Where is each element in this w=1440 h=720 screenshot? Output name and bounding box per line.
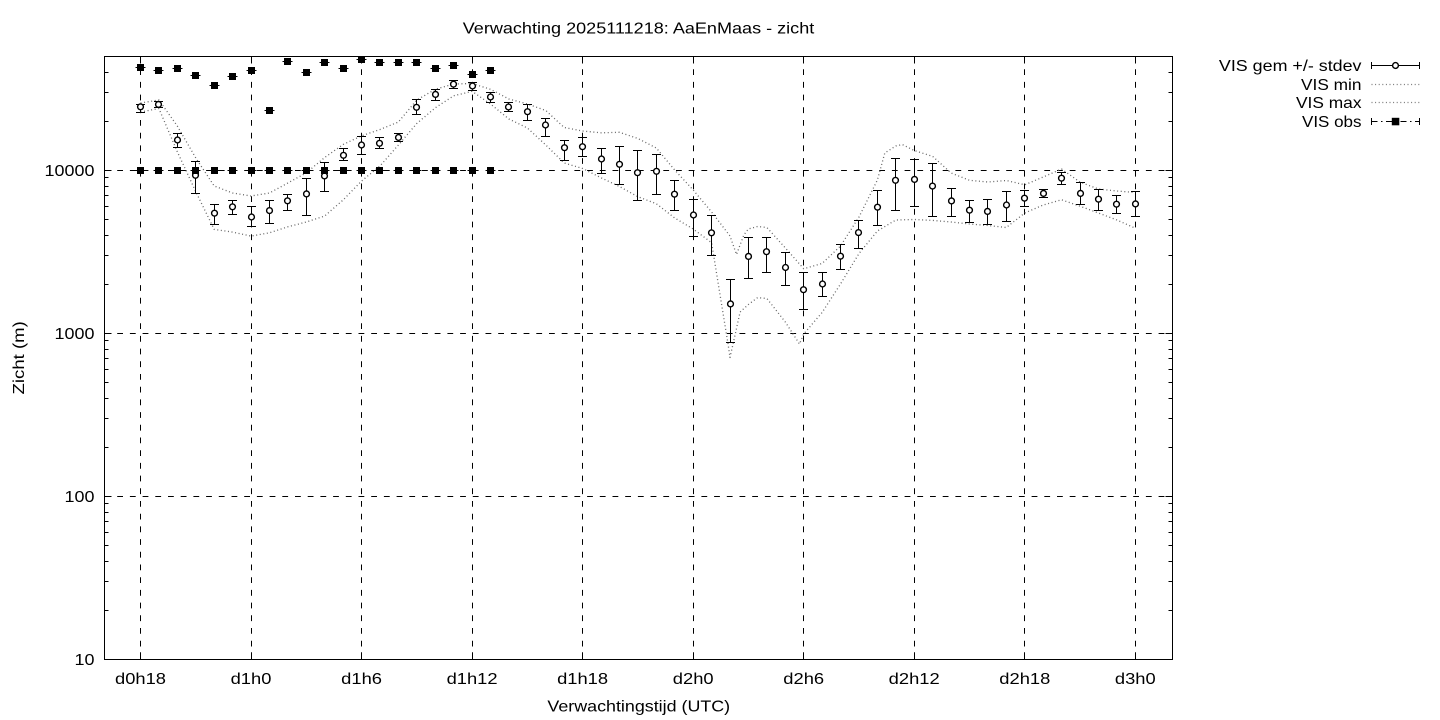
svg-text:d1h6: d1h6 xyxy=(341,671,382,688)
svg-text:d2h12: d2h12 xyxy=(889,671,940,688)
svg-text:VIS min: VIS min xyxy=(1301,77,1362,94)
svg-text:d1h0: d1h0 xyxy=(231,671,272,688)
svg-text:10: 10 xyxy=(75,652,95,669)
svg-text:1000: 1000 xyxy=(55,326,95,343)
svg-text:Verwachting 2025111218: AaEnMa: Verwachting 2025111218: AaEnMaas - zicht xyxy=(463,21,815,38)
svg-text:VIS obs: VIS obs xyxy=(1302,114,1362,131)
svg-text:d1h12: d1h12 xyxy=(447,671,498,688)
svg-text:Zicht (m): Zicht (m) xyxy=(11,321,28,394)
svg-text:d2h18: d2h18 xyxy=(999,671,1050,688)
svg-text:d1h18: d1h18 xyxy=(557,671,608,688)
svg-text:d2h6: d2h6 xyxy=(783,671,824,688)
svg-text:VIS gem +/- stdev: VIS gem +/- stdev xyxy=(1219,58,1362,75)
svg-text:VIS max: VIS max xyxy=(1296,95,1362,112)
svg-text:100: 100 xyxy=(65,489,95,506)
svg-text:10000: 10000 xyxy=(45,163,95,180)
svg-text:Verwachtingstijd (UTC): Verwachtingstijd (UTC) xyxy=(547,699,730,716)
svg-text:d2h0: d2h0 xyxy=(673,671,714,688)
svg-text:d3h0: d3h0 xyxy=(1115,671,1156,688)
svg-text:d0h18: d0h18 xyxy=(115,671,166,688)
